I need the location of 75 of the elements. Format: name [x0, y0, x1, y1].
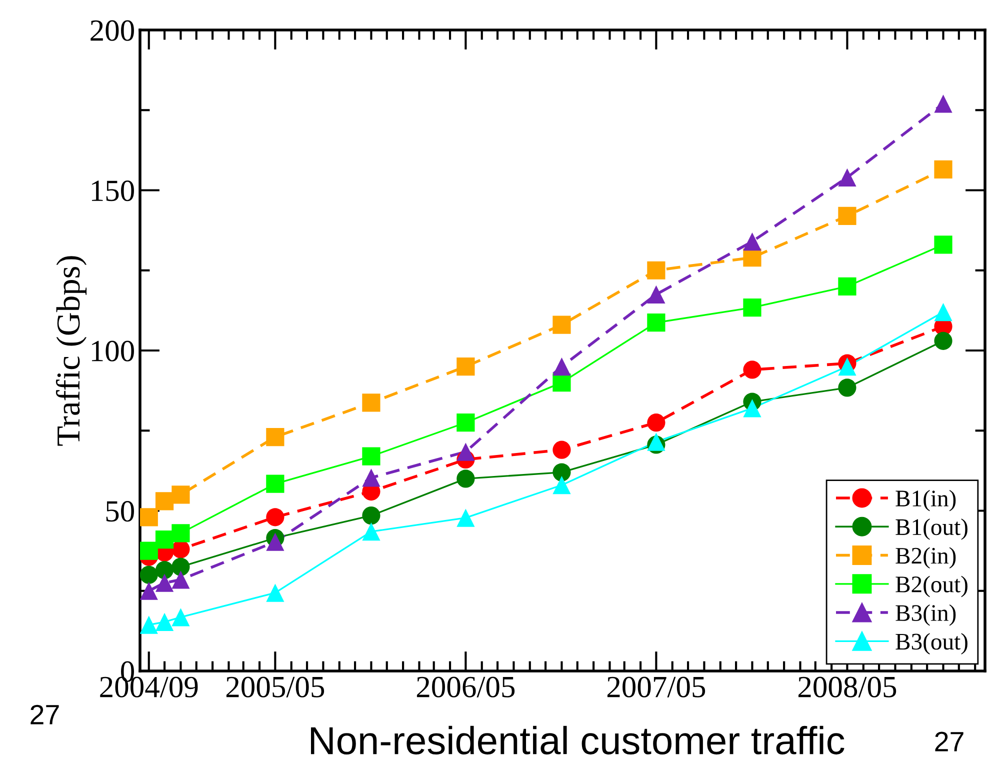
point	[140, 566, 158, 584]
point	[172, 608, 190, 626]
point	[266, 532, 284, 551]
point	[838, 168, 856, 186]
legend-label: B2(out)	[896, 576, 968, 598]
point	[552, 357, 571, 376]
point	[362, 468, 380, 487]
point	[456, 442, 475, 461]
point	[172, 486, 190, 504]
point	[552, 440, 571, 459]
point	[934, 236, 952, 254]
point	[838, 378, 856, 397]
point	[647, 285, 666, 304]
point	[140, 582, 158, 600]
legend-label: B3(in)	[896, 604, 956, 626]
point	[647, 432, 666, 451]
point	[647, 314, 666, 332]
point	[456, 414, 475, 432]
point	[155, 574, 174, 592]
legend-label: B2(in)	[896, 547, 956, 569]
point	[743, 399, 762, 418]
point	[362, 447, 380, 466]
point	[743, 360, 762, 379]
point	[456, 357, 475, 376]
point	[456, 508, 475, 527]
y-tick-label: 200	[90, 20, 134, 41]
point	[140, 616, 158, 634]
x-tick-label: 2007/05	[607, 676, 706, 698]
point	[456, 470, 475, 488]
text: 27	[935, 732, 964, 752]
point	[743, 298, 762, 317]
point	[155, 560, 174, 580]
point	[552, 476, 571, 494]
point	[266, 474, 284, 493]
point	[934, 302, 952, 322]
legend-label: B1(out)	[896, 518, 968, 540]
text: 27	[30, 704, 59, 724]
text: Non-residential customer traffic	[310, 726, 844, 754]
legend-label: B3(out)	[896, 633, 968, 654]
point	[934, 94, 952, 113]
point	[362, 394, 380, 412]
point	[362, 506, 380, 525]
point	[743, 248, 762, 267]
point	[743, 232, 762, 251]
point	[172, 570, 190, 589]
point	[172, 524, 190, 542]
x-tick-label: 2005/05	[226, 676, 324, 698]
y-axis-title: Traffic (Gbps)	[56, 256, 87, 446]
point	[934, 332, 952, 350]
point	[155, 612, 174, 632]
point	[552, 373, 571, 392]
point	[647, 261, 666, 280]
point	[155, 492, 174, 510]
point	[172, 558, 190, 576]
y-tick-label: 50	[106, 501, 134, 522]
point	[647, 414, 666, 432]
y-tick-label: 100	[92, 340, 134, 362]
x-tick-label: 2006/05	[416, 676, 515, 698]
point	[172, 540, 190, 558]
point	[838, 277, 856, 296]
point	[838, 206, 856, 225]
point	[838, 357, 856, 376]
x-tick-label: 2008/05	[798, 676, 896, 698]
point	[552, 316, 571, 334]
legend-label: B1(in)	[896, 490, 956, 512]
point	[362, 522, 380, 541]
point	[266, 508, 284, 526]
point	[140, 508, 158, 526]
y-tick-label: 150	[92, 180, 134, 202]
point	[155, 530, 174, 549]
point	[552, 463, 571, 482]
point	[140, 542, 158, 560]
point	[266, 584, 284, 602]
point	[266, 428, 284, 446]
point	[934, 160, 952, 178]
